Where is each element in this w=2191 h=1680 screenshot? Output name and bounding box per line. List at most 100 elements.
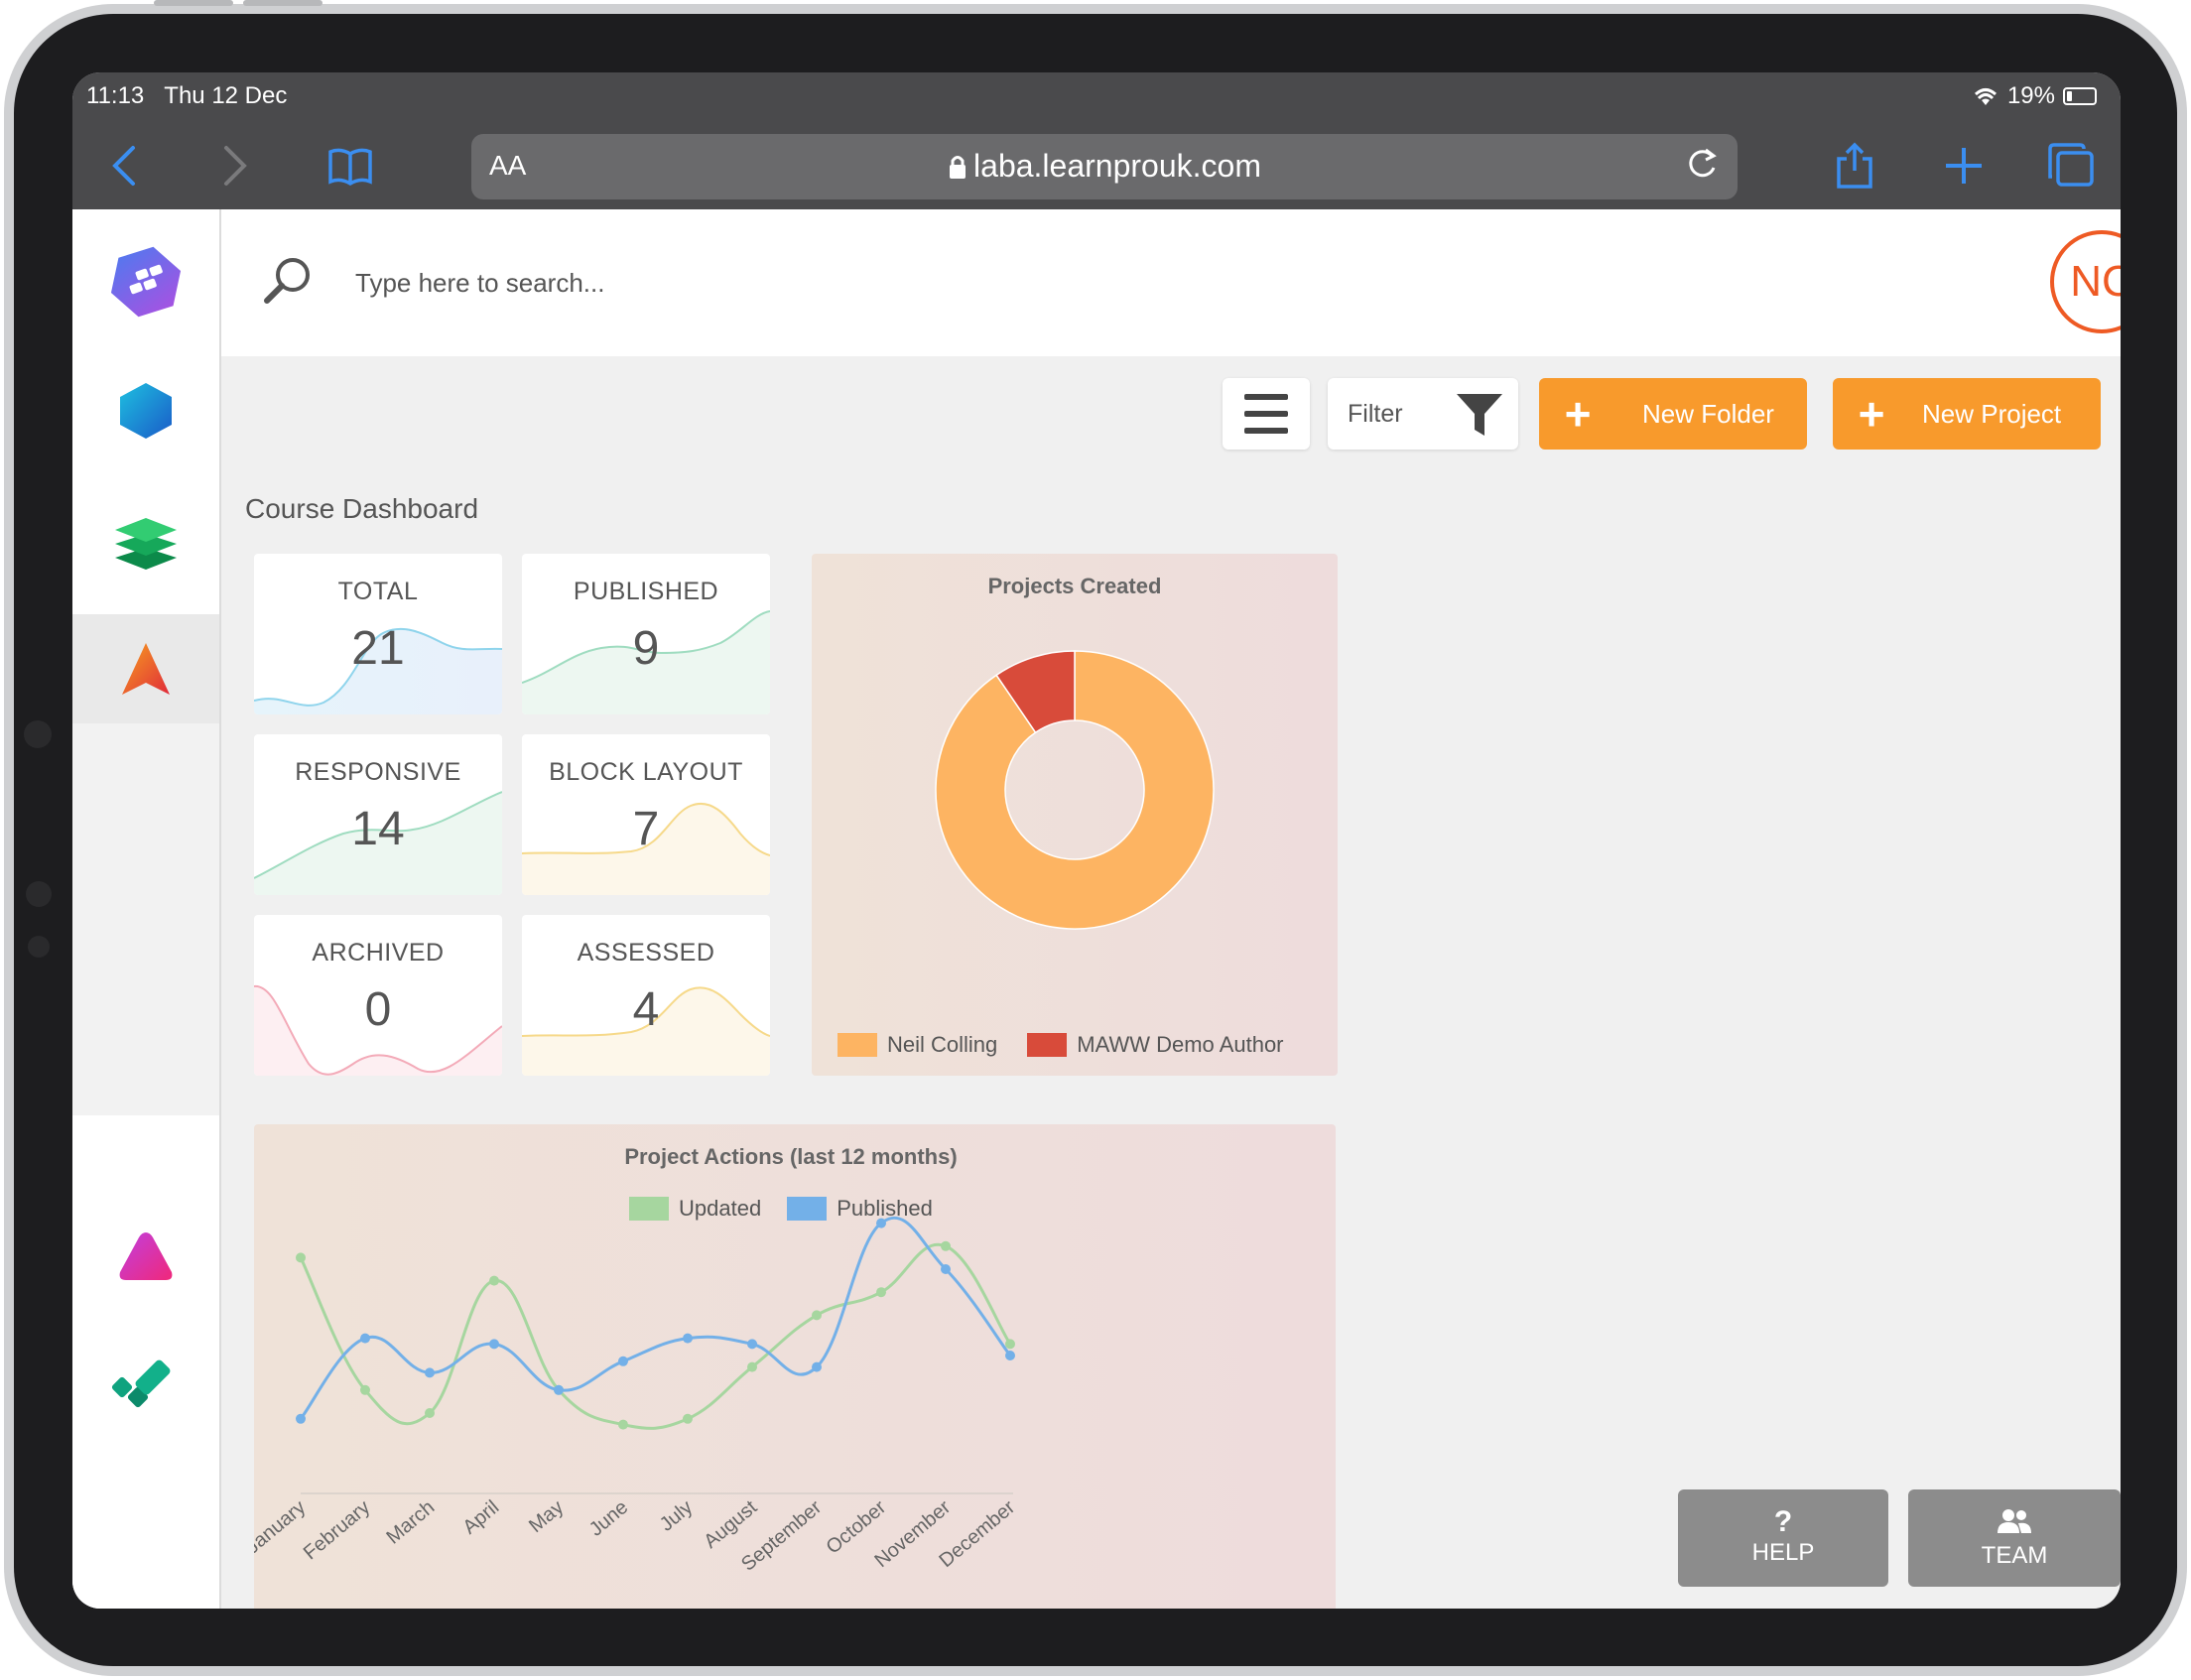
- search-input[interactable]: [355, 259, 1149, 307]
- series-line: [299, 1216, 1012, 1420]
- filter-label: Filter: [1348, 400, 1403, 428]
- forward-icon[interactable]: [209, 140, 261, 192]
- series-line: [299, 1242, 1012, 1430]
- nav-spacer: [72, 723, 219, 1115]
- data-point[interactable]: [876, 1287, 886, 1298]
- data-point[interactable]: [618, 1419, 628, 1430]
- data-point[interactable]: [489, 1275, 499, 1286]
- data-point[interactable]: [360, 1333, 370, 1344]
- data-point[interactable]: [683, 1413, 693, 1424]
- browser-toolbar: AA laba.learnprouk.com: [72, 122, 2121, 209]
- stat-value: 4: [632, 983, 660, 1036]
- nav-item-triangle[interactable]: [72, 1202, 219, 1311]
- stat-label: BLOCK LAYOUT: [549, 758, 743, 786]
- stat-card-published[interactable]: PUBLISHED 9: [522, 554, 770, 714]
- url-text[interactable]: laba.learnprouk.com: [471, 148, 1738, 185]
- sparkline: [254, 984, 502, 1076]
- stat-card-total[interactable]: TOTAL 21: [254, 554, 502, 714]
- check-icon: [111, 1359, 171, 1408]
- volume-button: [243, 0, 322, 6]
- share-icon[interactable]: [1829, 140, 1880, 192]
- nav-item-hexagon[interactable]: [72, 356, 219, 465]
- hexagon-icon: [120, 383, 172, 439]
- sparkline: [522, 803, 770, 895]
- data-point[interactable]: [489, 1339, 499, 1350]
- data-point[interactable]: [941, 1240, 951, 1251]
- data-point[interactable]: [296, 1252, 306, 1263]
- filter-button[interactable]: Filter: [1328, 378, 1518, 450]
- search-icon[interactable]: [261, 253, 317, 309]
- avatar-initials: NC: [2070, 257, 2121, 306]
- list-view-button[interactable]: [1223, 378, 1310, 450]
- data-point[interactable]: [1005, 1339, 1015, 1350]
- team-button[interactable]: TEAM: [1908, 1489, 2121, 1587]
- sparkline: [254, 627, 502, 714]
- data-point[interactable]: [812, 1361, 822, 1372]
- nav-item-courses[interactable]: [72, 614, 219, 723]
- data-point[interactable]: [296, 1413, 306, 1424]
- data-point[interactable]: [876, 1218, 886, 1228]
- sparkline: [522, 986, 770, 1076]
- data-point[interactable]: [360, 1384, 370, 1395]
- data-point[interactable]: [1005, 1351, 1015, 1360]
- stat-value: 21: [351, 622, 405, 675]
- stat-label: ASSESSED: [577, 939, 715, 967]
- data-point[interactable]: [425, 1408, 435, 1418]
- legend-label: Published: [837, 1196, 933, 1221]
- stat-card-archived[interactable]: ARCHIVED 0: [254, 915, 502, 1076]
- bookmarks-icon[interactable]: [324, 140, 376, 192]
- data-point[interactable]: [812, 1310, 822, 1321]
- address-bar[interactable]: AA laba.learnprouk.com: [471, 134, 1738, 199]
- legend-label: MAWW Demo Author: [1077, 1032, 1284, 1057]
- tabs-icon[interactable]: [2045, 140, 2097, 192]
- chart-title: Project Actions (last 12 months): [624, 1144, 958, 1169]
- reload-icon[interactable]: [1684, 144, 1720, 193]
- projects-created-panel: Projects Created Neil Colling MAWW Demo …: [812, 554, 1338, 1076]
- stat-card-responsive[interactable]: RESPONSIVE 14: [254, 734, 502, 895]
- help-label: HELP: [1751, 1539, 1815, 1566]
- stat-card-block-layout[interactable]: BLOCK LAYOUT 7: [522, 734, 770, 895]
- stat-value: 0: [364, 983, 392, 1036]
- funnel-icon: [1457, 394, 1502, 436]
- data-point[interactable]: [618, 1356, 628, 1366]
- data-point[interactable]: [747, 1361, 757, 1372]
- project-actions-panel: Project Actions (last 12 months) Updated…: [254, 1124, 1336, 1609]
- stat-label: ARCHIVED: [312, 939, 445, 967]
- menu-icon: [1244, 394, 1288, 434]
- new-project-button[interactable]: + New Project: [1833, 378, 2101, 450]
- nav-item-check[interactable]: [72, 1329, 219, 1438]
- team-icon: [1998, 1509, 2031, 1533]
- help-button[interactable]: ? HELP: [1678, 1489, 1888, 1587]
- legend-swatch: [629, 1197, 669, 1221]
- nav-item-layers[interactable]: [72, 487, 219, 596]
- x-tick-label: March: [382, 1496, 439, 1549]
- logo-icon: [110, 246, 182, 318]
- nav-item-home[interactable]: [72, 227, 219, 336]
- avatar[interactable]: NC: [2050, 230, 2121, 333]
- data-point[interactable]: [747, 1339, 757, 1350]
- arrow-logo-icon: [122, 643, 170, 695]
- help-icon: ?: [1773, 1505, 1793, 1538]
- status-time: 11:13 Thu 12 Dec: [86, 82, 287, 110]
- new-tab-icon[interactable]: [1938, 140, 1990, 192]
- new-folder-label: New Folder: [1642, 398, 1774, 429]
- back-icon[interactable]: [98, 140, 150, 192]
- data-point[interactable]: [425, 1367, 435, 1378]
- data-point[interactable]: [941, 1264, 951, 1274]
- status-date: Thu 12 Dec: [164, 82, 288, 109]
- status-bar: 11:13 Thu 12 Dec 19%: [72, 72, 2121, 122]
- x-tick-label: July: [656, 1496, 697, 1536]
- app: NC Filter + New Folder + New Project Cou…: [72, 209, 2121, 1609]
- team-label: TEAM: [1981, 1542, 2048, 1569]
- stat-value: 9: [632, 622, 660, 675]
- data-point[interactable]: [683, 1333, 693, 1344]
- stat-card-assessed[interactable]: ASSESSED 4: [522, 915, 770, 1076]
- stat-value: 7: [632, 803, 660, 855]
- reader-settings-button[interactable]: AA: [489, 150, 527, 181]
- screen: 11:13 Thu 12 Dec 19% AA: [72, 72, 2121, 1609]
- data-point[interactable]: [554, 1384, 564, 1395]
- donut-slice[interactable]: [995, 650, 1076, 734]
- new-folder-button[interactable]: + New Folder: [1539, 378, 1807, 450]
- donut-slice[interactable]: [935, 650, 1215, 930]
